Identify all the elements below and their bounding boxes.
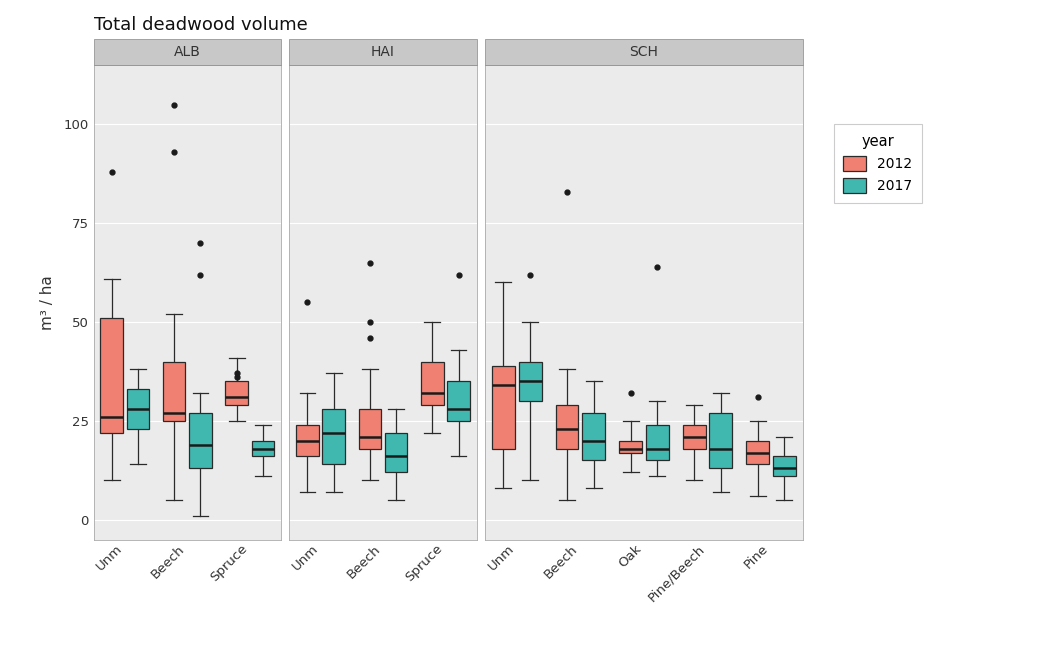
Text: HAI: HAI: [371, 45, 395, 59]
Text: Total deadwood volume: Total deadwood volume: [94, 16, 308, 34]
Bar: [359, 409, 381, 448]
Bar: [519, 361, 542, 401]
Bar: [189, 413, 212, 468]
Bar: [322, 409, 345, 464]
Bar: [163, 361, 185, 421]
Bar: [555, 405, 578, 448]
Y-axis label: m³ / ha: m³ / ha: [41, 275, 55, 330]
Bar: [385, 433, 408, 473]
Bar: [127, 389, 149, 429]
Bar: [447, 382, 470, 421]
Bar: [646, 425, 669, 460]
Bar: [773, 456, 796, 476]
Bar: [492, 365, 515, 448]
Bar: [101, 318, 123, 433]
Bar: [252, 441, 275, 456]
Text: SCH: SCH: [629, 45, 658, 59]
Bar: [296, 425, 318, 456]
Bar: [709, 413, 732, 468]
Bar: [485, 39, 803, 65]
Legend: 2012, 2017: 2012, 2017: [834, 124, 921, 203]
Bar: [421, 361, 444, 405]
Bar: [747, 441, 770, 464]
Bar: [582, 413, 605, 460]
Bar: [94, 39, 281, 65]
Bar: [226, 382, 248, 405]
Text: ALB: ALB: [174, 45, 201, 59]
Bar: [289, 39, 476, 65]
Bar: [682, 425, 705, 448]
Bar: [619, 441, 642, 452]
